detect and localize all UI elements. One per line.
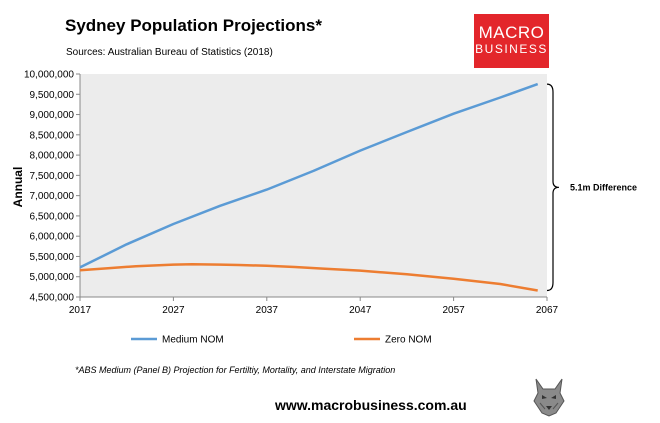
y-tick-label: 9,500,000 (30, 90, 75, 101)
y-tick-label: 5,500,000 (30, 252, 75, 263)
y-tick-label: 6,000,000 (30, 232, 75, 243)
difference-bracket (546, 83, 560, 292)
legend-label: Medium NOM (162, 335, 224, 346)
macro-business-logo: MACRO BUSINESS (474, 14, 549, 68)
series-line-medium-nom (79, 82, 539, 269)
y-tick-label: 8,500,000 (30, 130, 75, 141)
series-line-zero-nom (79, 262, 538, 292)
y-tick-label: 9,000,000 (30, 110, 75, 121)
y-tick-label: 5,000,000 (30, 272, 75, 283)
x-tick-label: 2047 (349, 305, 372, 316)
x-tick-label: 2057 (442, 305, 465, 316)
footnote: *ABS Medium (Panel B) Projection for Fer… (75, 365, 396, 375)
logo-line-2: BUSINESS (475, 42, 548, 56)
chart-subtitle: Sources: Australian Bureau of Statistics… (66, 47, 273, 58)
difference-annotation: 5.1m Difference (570, 182, 637, 192)
x-tick-label: 2017 (69, 305, 92, 316)
y-axis-label: Annual (11, 166, 25, 208)
y-tick-label: 8,000,000 (30, 151, 75, 162)
y-tick-label: 6,500,000 (30, 211, 75, 222)
y-tick-label: 4,500,000 (30, 293, 75, 304)
y-tick-label: 10,000,000 (24, 70, 74, 81)
wolf-logo-icon (532, 375, 566, 417)
x-tick-label: 2037 (256, 305, 279, 316)
chart-title: Sydney Population Projections* (65, 16, 322, 35)
website-link[interactable]: www.macrobusiness.com.au (275, 397, 467, 413)
x-tick-label: 2067 (536, 305, 559, 316)
logo-line-1: MACRO (478, 23, 545, 42)
y-tick-label: 7,000,000 (30, 191, 75, 202)
x-tick-label: 2027 (162, 305, 185, 316)
y-tick-label: 7,500,000 (30, 171, 75, 182)
legend-label: Zero NOM (385, 335, 432, 346)
plot-area (80, 74, 547, 297)
